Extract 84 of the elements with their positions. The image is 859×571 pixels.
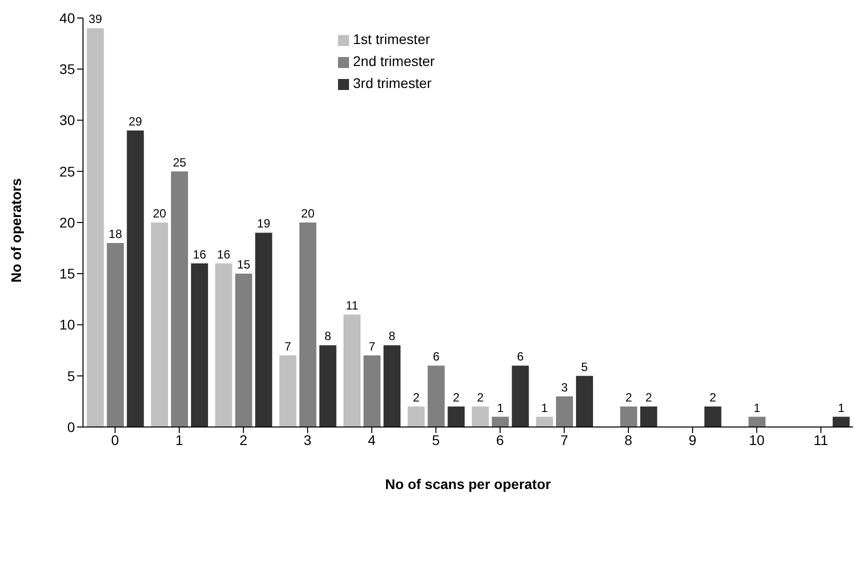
y-tick-label: 20 bbox=[59, 214, 76, 230]
bar bbox=[215, 263, 232, 427]
data-label: 15 bbox=[237, 258, 251, 272]
bar bbox=[364, 355, 381, 427]
x-axis-title: No of scans per operator bbox=[385, 476, 552, 492]
data-label: 1 bbox=[754, 400, 761, 415]
bar bbox=[86, 28, 104, 427]
data-label: 8 bbox=[388, 329, 396, 344]
data-label: 5 bbox=[581, 360, 588, 374]
data-label: 2 bbox=[452, 390, 460, 405]
bar bbox=[126, 130, 144, 427]
y-axis-title: No of operators bbox=[8, 178, 24, 282]
x-tick-label: 6 bbox=[496, 432, 504, 448]
data-label: 29 bbox=[128, 114, 142, 128]
bar bbox=[255, 232, 272, 427]
bar bbox=[344, 314, 361, 427]
data-label: 20 bbox=[152, 206, 167, 220]
data-label: 7 bbox=[368, 339, 376, 354]
bar bbox=[704, 406, 722, 427]
y-tick-label: 30 bbox=[59, 112, 76, 128]
y-tick-label: 40 bbox=[59, 10, 76, 26]
data-label: 2 bbox=[412, 390, 420, 405]
bar bbox=[151, 222, 168, 427]
bar bbox=[171, 171, 188, 427]
data-label: 1 bbox=[541, 400, 548, 415]
x-tick-label: 5 bbox=[432, 432, 440, 448]
data-label: 1 bbox=[838, 400, 845, 415]
bar bbox=[492, 416, 509, 427]
data-label: 6 bbox=[432, 350, 440, 364]
data-label: 20 bbox=[301, 206, 315, 220]
x-tick-label: 9 bbox=[688, 432, 697, 448]
legend-label: 2nd trimester bbox=[353, 53, 435, 69]
y-tick-label: 0 bbox=[67, 418, 76, 435]
data-label: 6 bbox=[517, 350, 524, 364]
data-label: 2 bbox=[625, 390, 632, 405]
data-label: 16 bbox=[217, 247, 231, 262]
bar bbox=[279, 355, 296, 427]
bar bbox=[235, 274, 252, 427]
legend-label: 1st trimester bbox=[353, 31, 430, 47]
bar bbox=[832, 416, 850, 427]
data-label: 25 bbox=[172, 155, 187, 170]
data-label: 7 bbox=[284, 339, 292, 354]
x-tick-label: 0 bbox=[111, 432, 120, 448]
bar bbox=[428, 366, 445, 427]
bar bbox=[556, 396, 574, 427]
data-label: 16 bbox=[192, 247, 207, 262]
bar bbox=[448, 406, 465, 427]
data-label: 2 bbox=[645, 390, 652, 405]
bar bbox=[408, 406, 425, 427]
bar bbox=[536, 416, 554, 427]
data-label: 1 bbox=[497, 400, 504, 415]
x-tick-label: 2 bbox=[240, 432, 248, 448]
x-tick-label: 8 bbox=[624, 432, 633, 448]
bar bbox=[472, 406, 489, 427]
data-label: 19 bbox=[257, 216, 271, 231]
data-label: 39 bbox=[88, 12, 102, 26]
x-tick-label: 10 bbox=[748, 432, 765, 448]
legend-label: 3rd trimester bbox=[353, 75, 432, 91]
bar bbox=[620, 406, 638, 427]
x-tick-label: 11 bbox=[814, 432, 828, 448]
x-tick-label: 3 bbox=[304, 432, 312, 448]
bar bbox=[319, 345, 336, 427]
y-tick-label: 35 bbox=[59, 61, 76, 78]
data-label: 2 bbox=[477, 390, 484, 405]
y-tick-label: 10 bbox=[59, 316, 76, 333]
bar bbox=[384, 345, 401, 427]
x-tick-label: 1 bbox=[175, 432, 184, 448]
x-tick-label: 4 bbox=[368, 432, 376, 448]
bar bbox=[512, 366, 529, 427]
y-tick-label: 15 bbox=[59, 266, 76, 282]
bar bbox=[640, 406, 658, 427]
bar bbox=[299, 222, 316, 427]
data-label: 8 bbox=[324, 329, 332, 344]
y-tick-label: 5 bbox=[67, 368, 76, 384]
data-label: 2 bbox=[710, 390, 717, 405]
bar bbox=[576, 376, 594, 427]
data-label: 18 bbox=[108, 226, 122, 241]
data-label: 11 bbox=[346, 298, 359, 313]
y-tick-label: 25 bbox=[59, 163, 76, 180]
x-tick-label: 7 bbox=[560, 432, 568, 448]
data-label: 3 bbox=[561, 380, 568, 394]
bar bbox=[748, 416, 766, 427]
bar bbox=[191, 263, 208, 427]
bar bbox=[106, 242, 124, 427]
